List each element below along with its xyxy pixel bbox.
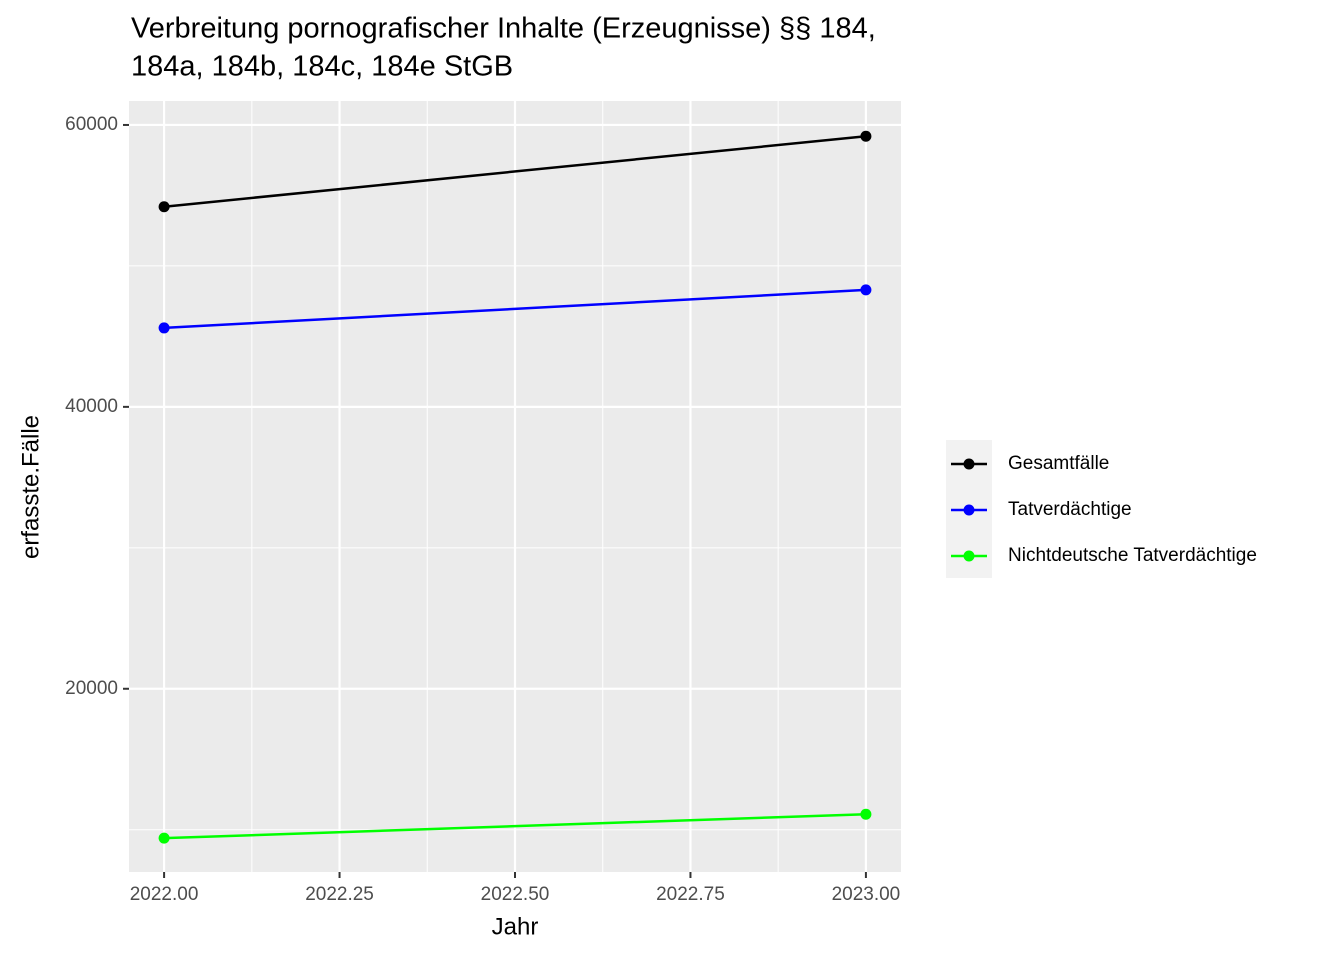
legend-key <box>963 504 975 516</box>
y-tick-label: 20000 <box>65 678 118 699</box>
data-point <box>860 284 872 296</box>
chart-title: 184a, 184b, 184c, 184e StGB <box>131 51 513 83</box>
legend-label: Tatverdächtige <box>1008 499 1132 520</box>
y-tick-label: 60000 <box>65 114 118 135</box>
data-point <box>158 832 170 844</box>
legend-key <box>963 550 975 562</box>
legend-label: Gesamtfälle <box>1008 453 1109 474</box>
data-point <box>158 201 170 213</box>
data-point <box>158 322 170 334</box>
x-tick-label: 2023.00 <box>832 884 901 905</box>
x-tick-label: 2022.75 <box>656 884 725 905</box>
y-axis-label: erfasste.Fälle <box>17 415 44 559</box>
series-line <box>163 134 867 208</box>
x-axis-label: Jahr <box>492 913 539 940</box>
x-tick-label: 2022.00 <box>130 884 199 905</box>
x-tick-label: 2022.25 <box>305 884 374 905</box>
legend-label: Nichtdeutsche Tatverdächtige <box>1008 545 1257 566</box>
series-line <box>164 812 866 840</box>
y-tick-label: 40000 <box>65 396 118 417</box>
data-point <box>860 130 872 142</box>
chart-title: Verbreitung pornografischer Inhalte (Erz… <box>131 13 876 45</box>
legend-key <box>963 458 975 470</box>
x-tick-label: 2022.50 <box>481 884 550 905</box>
data-point <box>860 808 872 820</box>
series-line <box>164 288 866 330</box>
